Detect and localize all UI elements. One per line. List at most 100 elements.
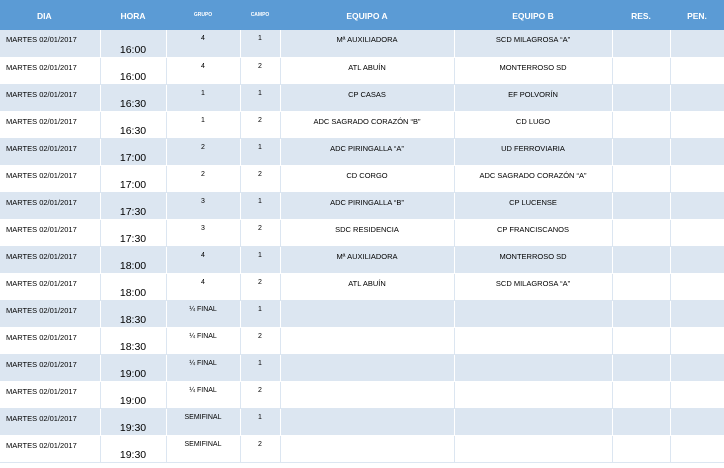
campo-cell: 1 <box>240 138 281 166</box>
grupo-cell: 3 <box>166 192 241 220</box>
table-row: MARTES 02/01/2017 19:00 ¼ FINAL 2 <box>0 381 724 409</box>
pen-cell[interactable] <box>670 300 724 328</box>
hora-cell: 18:00 <box>100 273 167 301</box>
dia-cell: MARTES 02/01/2017 <box>0 435 101 463</box>
grupo-cell: ¼ FINAL <box>166 381 241 409</box>
hora-cell: 19:30 <box>100 408 167 436</box>
equipo-a-cell <box>280 354 455 382</box>
equipo-b-cell: EF POLVORÍN <box>454 84 613 112</box>
dia-cell: MARTES 02/01/2017 <box>0 111 101 139</box>
hora-cell: 16:30 <box>100 84 167 112</box>
dia-cell: MARTES 02/01/2017 <box>0 354 101 382</box>
pen-cell[interactable] <box>670 354 724 382</box>
pen-cell[interactable] <box>670 246 724 274</box>
equipo-b-cell: SCD MILAGROSA “A” <box>454 273 613 301</box>
res-cell[interactable] <box>612 300 671 328</box>
hora-cell: 18:00 <box>100 246 167 274</box>
pen-cell[interactable] <box>670 327 724 355</box>
hora-cell: 18:30 <box>100 300 167 328</box>
table-row: MARTES 02/01/2017 17:30 3 2 SDC RESIDENCIA CP… <box>0 219 724 247</box>
res-cell[interactable] <box>612 354 671 382</box>
grupo-cell: 1 <box>166 111 241 139</box>
equipo-a-cell <box>280 408 455 436</box>
campo-cell: 1 <box>240 84 281 112</box>
equipo-b-cell: CD LUGO <box>454 111 613 139</box>
equipo-a-cell <box>280 327 455 355</box>
header-hora: HORA <box>100 0 167 30</box>
campo-cell: 2 <box>240 435 281 463</box>
res-cell[interactable] <box>612 219 671 247</box>
pen-cell[interactable] <box>670 30 724 58</box>
campo-cell: 2 <box>240 165 281 193</box>
campo-cell: 2 <box>240 219 281 247</box>
pen-cell[interactable] <box>670 165 724 193</box>
pen-cell[interactable] <box>670 111 724 139</box>
dia-cell: MARTES 02/01/2017 <box>0 273 101 301</box>
equipo-a-cell <box>280 435 455 463</box>
grupo-cell: ¼ FINAL <box>166 300 241 328</box>
pen-cell[interactable] <box>670 381 724 409</box>
header-equipo-b: EQUIPO B <box>454 0 613 30</box>
hora-cell: 19:30 <box>100 435 167 463</box>
res-cell[interactable] <box>612 273 671 301</box>
dia-cell: MARTES 02/01/2017 <box>0 408 101 436</box>
campo-cell: 2 <box>240 57 281 85</box>
equipo-a-cell: Mª AUXILIADORA <box>280 30 455 58</box>
table-row: MARTES 02/01/2017 16:00 4 2 ATL ABUÍN MONTERR… <box>0 57 724 85</box>
hora-cell: 19:00 <box>100 381 167 409</box>
campo-cell: 1 <box>240 246 281 274</box>
dia-cell: MARTES 02/01/2017 <box>0 327 101 355</box>
res-cell[interactable] <box>612 246 671 274</box>
equipo-b-cell <box>454 300 613 328</box>
pen-cell[interactable] <box>670 138 724 166</box>
pen-cell[interactable] <box>670 408 724 436</box>
grupo-cell: ¼ FINAL <box>166 354 241 382</box>
dia-cell: MARTES 02/01/2017 <box>0 84 101 112</box>
grupo-cell: 3 <box>166 219 241 247</box>
res-cell[interactable] <box>612 192 671 220</box>
res-cell[interactable] <box>612 435 671 463</box>
grupo-cell: 2 <box>166 138 241 166</box>
hora-cell: 17:30 <box>100 219 167 247</box>
grupo-cell: 1 <box>166 84 241 112</box>
campo-cell: 1 <box>240 354 281 382</box>
pen-cell[interactable] <box>670 435 724 463</box>
campo-cell: 2 <box>240 381 281 409</box>
res-cell[interactable] <box>612 111 671 139</box>
hora-cell: 17:00 <box>100 165 167 193</box>
table-row: MARTES 02/01/2017 18:00 4 1 Mª AUXILIADORA MO… <box>0 246 724 274</box>
res-cell[interactable] <box>612 381 671 409</box>
table-row: MARTES 02/01/2017 19:30 SEMIFINAL 2 <box>0 435 724 463</box>
pen-cell[interactable] <box>670 84 724 112</box>
header-campo: CAMPO <box>240 0 281 30</box>
res-cell[interactable] <box>612 138 671 166</box>
campo-cell: 2 <box>240 111 281 139</box>
dia-cell: MARTES 02/01/2017 <box>0 219 101 247</box>
table-row: MARTES 02/01/2017 18:30 ¼ FINAL 1 <box>0 300 724 328</box>
res-cell[interactable] <box>612 165 671 193</box>
res-cell[interactable] <box>612 30 671 58</box>
res-cell[interactable] <box>612 57 671 85</box>
pen-cell[interactable] <box>670 57 724 85</box>
dia-cell: MARTES 02/01/2017 <box>0 138 101 166</box>
pen-cell[interactable] <box>670 192 724 220</box>
equipo-b-cell <box>454 354 613 382</box>
table-row: MARTES 02/01/2017 19:30 SEMIFINAL 1 <box>0 408 724 436</box>
table-row: MARTES 02/01/2017 19:00 ¼ FINAL 1 <box>0 354 724 382</box>
res-cell[interactable] <box>612 327 671 355</box>
grupo-cell: SEMIFINAL <box>166 435 241 463</box>
campo-cell: 1 <box>240 408 281 436</box>
hora-cell: 16:00 <box>100 57 167 85</box>
pen-cell[interactable] <box>670 219 724 247</box>
table-row: MARTES 02/01/2017 17:00 2 1 ADC PIRINGALLA “… <box>0 138 724 166</box>
equipo-b-cell: MONTERROSO SD <box>454 246 613 274</box>
pen-cell[interactable] <box>670 273 724 301</box>
hora-cell: 17:30 <box>100 192 167 220</box>
table-row: MARTES 02/01/2017 17:30 3 1 ADC PIRINGALLA “… <box>0 192 724 220</box>
equipo-a-cell: CP CASAS <box>280 84 455 112</box>
equipo-a-cell: ATL ABUÍN <box>280 57 455 85</box>
table-body: MARTES 02/01/2017 16:00 4 1 Mª AUXILIADORA SC… <box>0 30 724 463</box>
res-cell[interactable] <box>612 408 671 436</box>
res-cell[interactable] <box>612 84 671 112</box>
campo-cell: 2 <box>240 273 281 301</box>
